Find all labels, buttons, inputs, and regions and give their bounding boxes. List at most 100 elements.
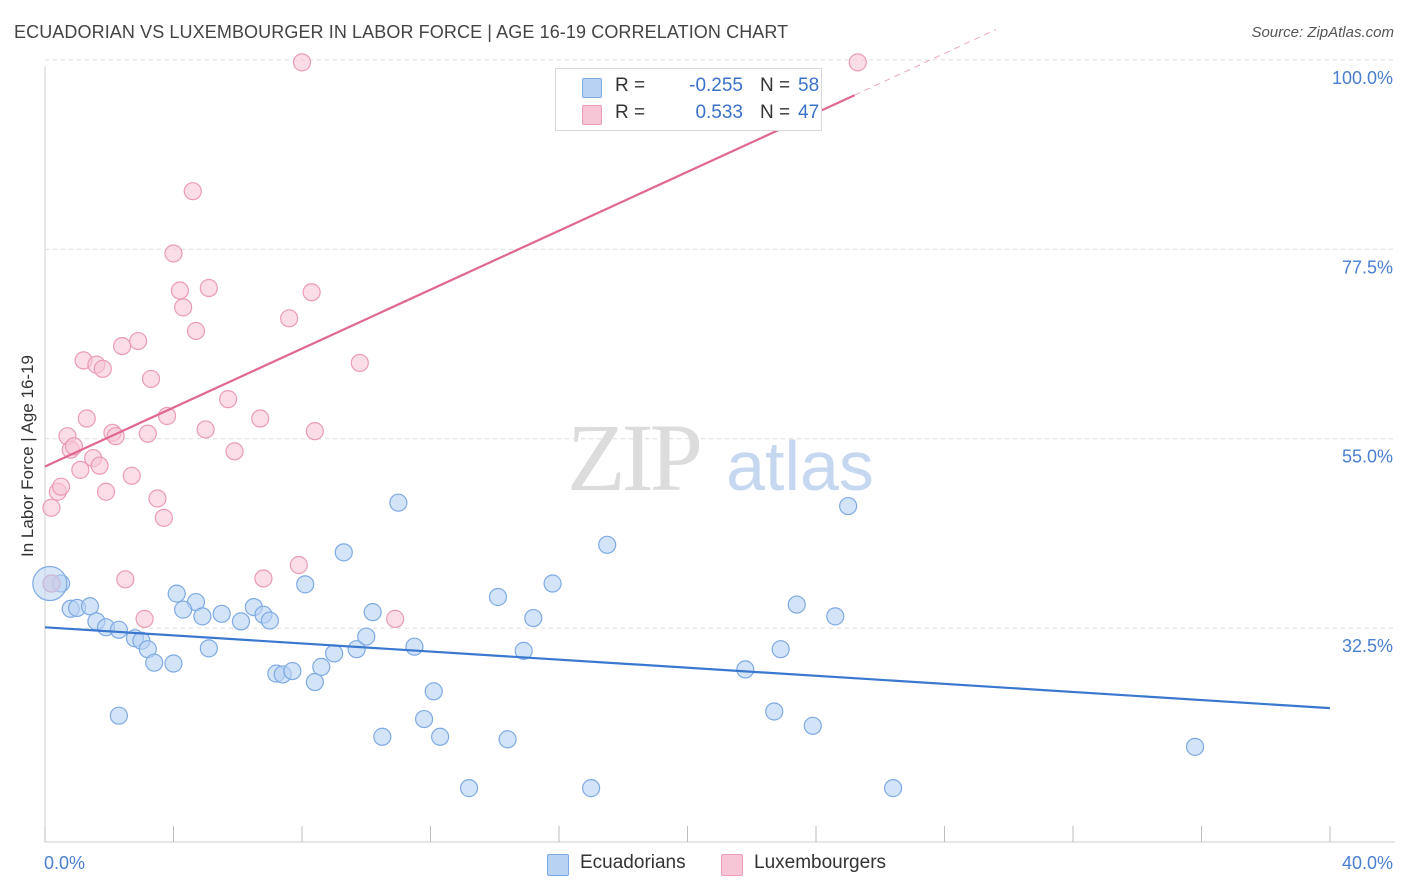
ecuadorian-point bbox=[524, 608, 543, 628]
bottom-legend-swatch-pink bbox=[721, 854, 743, 876]
luxembourger-point bbox=[93, 359, 112, 378]
ecuadorian-point bbox=[167, 584, 186, 603]
legend-swatch-pink bbox=[582, 105, 602, 125]
luxembourger-point bbox=[289, 555, 308, 575]
legend-r-label: R = bbox=[615, 75, 646, 96]
ecuadorian-point bbox=[363, 603, 382, 622]
legend-swatch-blue bbox=[582, 78, 602, 98]
y-axis-label: In Labor Force | Age 16-19 bbox=[18, 355, 37, 557]
legend-r-label: R = bbox=[615, 102, 646, 123]
correlation-legend: R = -0.255 N = 58 R = 0.533 N = 47 bbox=[555, 68, 822, 131]
ecuadorian-point bbox=[347, 640, 366, 659]
x-tick-label: 0.0% bbox=[44, 853, 85, 873]
bottom-legend-label: Luxembourgers bbox=[754, 852, 887, 873]
ecuadorian-point bbox=[231, 612, 251, 631]
watermark: ZIP atlas bbox=[567, 404, 874, 511]
ecuadorian-point bbox=[305, 672, 324, 692]
y-tick-label: 77.5% bbox=[1342, 257, 1393, 277]
data-points bbox=[32, 53, 1205, 798]
luxembourger-point bbox=[219, 390, 238, 409]
ecuadorian-point bbox=[109, 706, 128, 725]
luxembourger-trend-line bbox=[44, 94, 856, 468]
ecuadorian-point bbox=[826, 607, 845, 626]
legend-r-value: -0.255 bbox=[689, 75, 743, 96]
ecuadorian-point bbox=[334, 543, 353, 562]
legend-n-value: 47 bbox=[798, 102, 820, 123]
x-tick-label: 40.0% bbox=[1342, 853, 1393, 873]
ecuadorian-point bbox=[193, 607, 212, 626]
bottom-legend-label: Ecuadorians bbox=[580, 852, 686, 873]
luxembourger-point bbox=[302, 283, 321, 302]
legend-n-label: N = bbox=[760, 102, 791, 123]
ecuadorian-point bbox=[260, 611, 279, 630]
ecuadorian-point bbox=[145, 653, 164, 672]
luxembourger-point bbox=[116, 570, 135, 589]
ecuadorian-point bbox=[357, 627, 376, 646]
ecuadorian-point bbox=[598, 535, 617, 554]
ecuadorian-point bbox=[164, 654, 183, 673]
source-label: Source: ZipAtlas.com bbox=[1251, 24, 1394, 41]
trend-lines bbox=[44, 29, 1331, 710]
ecuadorian-point bbox=[488, 587, 508, 607]
ecuadorian-point bbox=[80, 597, 100, 616]
luxembourger-point bbox=[305, 422, 324, 441]
luxembourger-point bbox=[148, 489, 167, 508]
luxembourger-point bbox=[51, 477, 71, 496]
luxembourger-point bbox=[186, 321, 206, 341]
ecuadorian-point bbox=[174, 600, 193, 619]
luxembourger-point bbox=[251, 409, 270, 428]
luxembourger-point bbox=[141, 369, 161, 389]
luxembourger-point bbox=[42, 498, 61, 517]
luxembourger-point bbox=[96, 482, 116, 501]
luxembourger-trend-extension bbox=[854, 29, 997, 96]
ecuadorian-point bbox=[373, 727, 392, 746]
ecuadorian-point bbox=[771, 640, 790, 659]
ecuadorian-point-large bbox=[32, 565, 68, 602]
luxembourger-point bbox=[848, 53, 867, 72]
luxembourger-point bbox=[350, 353, 369, 373]
ecuadorian-point bbox=[582, 779, 601, 798]
luxembourger-point bbox=[112, 336, 132, 356]
luxembourger-point bbox=[386, 609, 405, 628]
axes bbox=[44, 66, 1395, 843]
legend-r-value: 0.533 bbox=[695, 102, 743, 123]
luxembourger-point bbox=[199, 278, 218, 298]
ecuadorian-point bbox=[109, 620, 128, 639]
ecuadorian-trend-line bbox=[44, 626, 1331, 710]
bottom-legend-swatch-blue bbox=[547, 854, 569, 876]
ecuadorian-point bbox=[459, 779, 479, 798]
luxembourger-point bbox=[170, 281, 190, 300]
ecuadorian-point bbox=[839, 496, 858, 516]
watermark-zip: ZIP bbox=[567, 404, 700, 511]
ecuadorian-point bbox=[325, 644, 344, 663]
legend-n-value: 58 bbox=[798, 75, 820, 96]
ecuadorian-point bbox=[498, 730, 517, 749]
ecuadorian-point bbox=[312, 657, 331, 676]
ecuadorian-point bbox=[514, 641, 533, 660]
y-tick-label: 55.0% bbox=[1342, 447, 1393, 467]
tick-labels: 100.0% 77.5% 55.0% 32.5% 0.0% 40.0% bbox=[44, 68, 1393, 873]
luxembourger-point bbox=[90, 456, 109, 475]
ecuadorian-point bbox=[765, 702, 784, 721]
luxembourger-point bbox=[225, 442, 244, 461]
ecuadorian-point bbox=[283, 661, 302, 681]
ecuadorian-point bbox=[543, 574, 562, 593]
chart-title: ECUADORIAN VS LUXEMBOURGER IN LABOR FORC… bbox=[14, 22, 789, 42]
ecuadorian-point bbox=[414, 709, 434, 729]
luxembourger-point bbox=[138, 424, 157, 443]
luxembourger-point bbox=[174, 298, 193, 317]
luxembourger-point bbox=[135, 609, 154, 628]
luxembourger-point bbox=[71, 460, 90, 479]
luxembourger-point bbox=[254, 569, 273, 588]
legend-n-label: N = bbox=[760, 75, 791, 96]
ecuadorian-point bbox=[883, 779, 903, 798]
luxembourger-point bbox=[183, 182, 202, 201]
ecuadorian-point bbox=[803, 716, 822, 735]
ecuadorian-point bbox=[787, 595, 806, 614]
y-tick-label: 32.5% bbox=[1342, 636, 1393, 656]
luxembourger-point bbox=[196, 420, 215, 439]
luxembourger-point bbox=[122, 466, 141, 485]
ecuadorian-point bbox=[296, 575, 315, 594]
y-tick-label: 100.0% bbox=[1332, 68, 1393, 88]
